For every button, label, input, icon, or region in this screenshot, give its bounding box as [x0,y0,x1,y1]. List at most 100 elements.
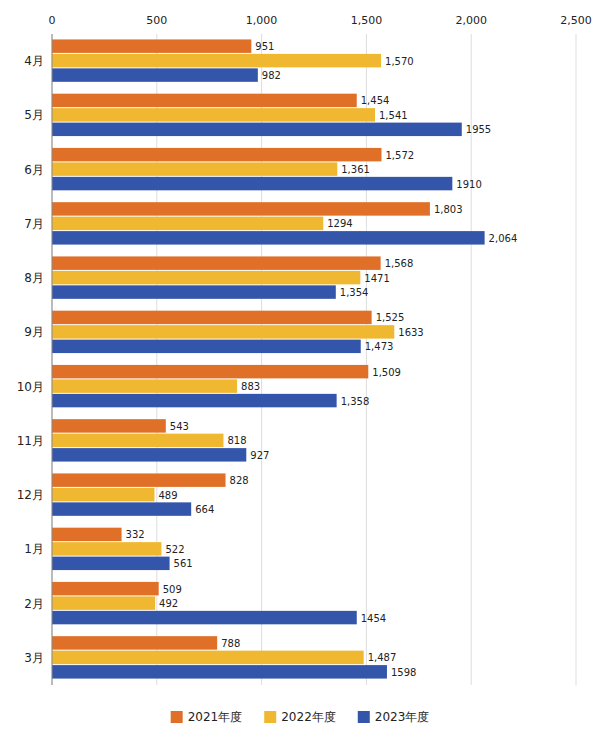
data-label: 1,570 [385,56,414,67]
data-label: 1910 [456,179,481,190]
data-label: 561 [174,558,193,569]
bar [52,557,170,570]
bar [52,202,430,215]
data-labels: 9511,4541,5721,8031,5681,5251,5095438283… [126,41,518,678]
legend-swatch [358,711,370,723]
data-label: 489 [158,490,177,501]
data-label: 1,361 [341,164,370,175]
category-label: 9月 [24,325,44,339]
category-label: 8月 [24,271,44,285]
bar [52,434,223,447]
data-label: 883 [241,381,260,392]
data-label: 1633 [398,327,423,338]
data-label: 492 [159,598,178,609]
bar [52,596,155,609]
category-label: 11月 [17,434,44,448]
data-label: 1454 [361,613,386,624]
bar [52,311,372,324]
category-label: 1月 [24,542,44,556]
legend: 2021年度 2022年度 2023年度 [171,710,430,724]
bar [52,419,166,432]
bar [52,473,226,486]
bar [52,379,237,392]
bar [52,108,375,121]
bar [52,162,337,175]
category-label: 3月 [24,651,44,665]
legend-item: 2023年度 [358,710,430,724]
bar [52,394,337,407]
bar [52,611,357,624]
data-label: 1471 [364,273,389,284]
bar [52,148,381,161]
tick-label: 2,000 [455,14,487,27]
legend-item: 2021年度 [171,710,243,724]
data-label: 1,487 [368,652,397,663]
bar [52,665,387,678]
category-label: 4月 [24,54,44,68]
data-label: 982 [262,70,281,81]
data-label: 1,509 [372,367,401,378]
chart: 05001,0001,5002,0002,5009511,4541,5721,8… [0,0,600,741]
bar [52,285,336,298]
bar [52,340,361,353]
legend-swatch [171,711,183,723]
data-label: 828 [230,475,249,486]
data-label: 543 [170,421,189,432]
y-axis-line [52,34,53,685]
category-label: 6月 [24,163,44,177]
bar [52,488,154,501]
data-label: 1,358 [341,396,370,407]
bar [52,528,122,541]
data-label: 1,568 [385,258,414,269]
bar [52,582,159,595]
data-label: 522 [165,544,184,555]
data-label: 788 [221,638,240,649]
data-label: 927 [250,450,269,461]
bar [52,68,258,81]
bar [52,231,485,244]
data-label: 1598 [391,667,416,678]
bar [52,177,452,190]
bar [52,54,381,67]
data-label: 1,473 [365,341,394,352]
grid-line [52,34,53,685]
data-label: 664 [195,504,214,515]
category-label: 5月 [24,108,44,122]
data-label: 951 [255,41,274,52]
bar [52,502,191,515]
tick-label: 2,500 [560,14,592,27]
grid [52,34,576,685]
category-label: 7月 [24,217,44,231]
data-label: 509 [163,584,182,595]
tick-label: 1,500 [351,14,383,27]
category-label: 12月 [17,488,44,502]
tick-label: 1,000 [246,14,278,27]
data-label: 1955 [466,124,491,135]
bar [52,636,217,649]
bar [52,325,394,338]
legend-label: 2023年度 [375,710,430,724]
data-label: 818 [227,435,246,446]
bar [52,365,368,378]
data-label: 2,064 [489,233,518,244]
legend-label: 2022年度 [281,710,336,724]
x-axis: 05001,0001,5002,0002,500 [49,14,592,27]
grid-line [576,34,577,685]
category-label: 10月 [17,380,44,394]
legend-swatch [264,711,276,723]
bar [52,123,462,136]
data-label: 1,572 [385,150,414,161]
data-label: 332 [126,529,145,540]
bar [52,271,360,284]
bar [52,39,251,52]
bars [52,39,485,678]
data-label: 1,354 [340,287,369,298]
bar [52,542,161,555]
legend-item: 2022年度 [264,710,336,724]
data-label: 1,525 [376,312,405,323]
tick-label: 500 [146,14,167,27]
y-axis: 4月5月6月7月8月9月10月11月12月1月2月3月 [17,54,44,665]
data-label: 1,541 [379,110,408,121]
bar [52,651,364,664]
data-label: 1294 [327,218,352,229]
